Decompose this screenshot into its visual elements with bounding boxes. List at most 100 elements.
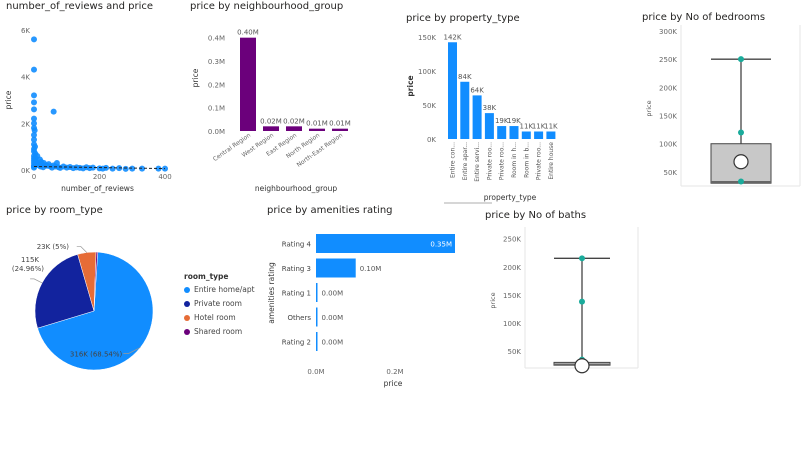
scatter-point <box>31 143 38 150</box>
scatter-point <box>31 115 37 122</box>
property-bar <box>521 131 531 139</box>
neighbourhood-ytick: 0.3M <box>208 58 225 66</box>
scatter-point <box>89 164 96 171</box>
property-ytick: 100K <box>418 68 436 76</box>
property-tile[interactable]: price by property_type 0K 50K 100K 150K pric… <box>400 0 585 205</box>
scatter-point <box>31 99 37 106</box>
baths-tile[interactable]: price by No of baths 50K 100K 150K 200K 250K… <box>480 205 640 405</box>
property-data-label: 19K <box>495 117 509 125</box>
property-bar <box>484 113 494 139</box>
property-title: price by property_type <box>406 13 520 24</box>
neighbourhood-title: price by neighbourhood_group <box>190 1 344 12</box>
property-ylabel: price <box>406 75 415 96</box>
roomtype-tile[interactable]: price by room_type 316K (68.54%) 115K (24.… <box>0 200 260 400</box>
neighbourhood-ylabel: price <box>191 68 200 87</box>
bedrooms-ytick: 50K <box>664 169 678 177</box>
legend-item[interactable]: Entire home/apt <box>184 285 255 294</box>
neighbourhood-bar-chart[interactable]: 0.0M 0.1M 0.2M 0.3M 0.4M price 0.40M Central Re… <box>188 0 388 200</box>
bedrooms-ytick: 200K <box>659 84 677 92</box>
roomtype-pie-chart[interactable]: 316K (68.54%) 115K(24.96%) 23K (5%) <box>0 200 260 400</box>
property-data-label: 64K <box>470 86 484 94</box>
legend-item[interactable]: Private room <box>184 299 255 308</box>
property-bar <box>448 42 457 140</box>
property-xtick: Entire servi... <box>474 142 481 182</box>
pie-label: (24.96%) <box>12 265 44 273</box>
scatter-ytick: 4K <box>21 74 30 82</box>
property-bar-chart[interactable]: 0K 50K 100K 150K price 142K Entire con... 84K En… <box>400 0 585 205</box>
amenities-bar-chart[interactable]: Rating 4 0.35M Rating 3 0.10M Rating 1 0.00M O… <box>262 200 472 400</box>
neighbourhood-ytick: 0.0M <box>208 128 225 136</box>
property-ytick: 150K <box>418 34 436 42</box>
baths-box-plot[interactable]: 50K 100K 150K 200K 250K price <box>480 205 640 405</box>
amenities-data-label: 0.00M <box>322 290 344 298</box>
property-bar <box>509 126 519 139</box>
scatter-point <box>122 165 129 172</box>
scatter-ytick: 0K <box>21 167 30 175</box>
scatter-xtick: 200 <box>93 173 106 181</box>
scatter-trend-line <box>33 166 166 170</box>
amenities-xtick: 0.2M <box>386 368 403 376</box>
bedrooms-ytick: 250K <box>659 56 677 64</box>
amenities-ytick: Rating 3 <box>282 265 311 273</box>
roomtype-legend-title: room_type <box>184 272 229 281</box>
amenities-ylabel: amenities rating <box>267 262 276 324</box>
property-bar <box>534 131 544 139</box>
neighbourhood-bar <box>309 128 325 131</box>
amenities-bar <box>316 332 318 351</box>
neighbourhood-bar <box>286 126 302 131</box>
scatter-point <box>31 92 37 99</box>
pie-label: 115K <box>21 256 39 264</box>
bedrooms-ylabel: price <box>645 100 653 116</box>
amenities-title: price by amenities rating <box>267 205 393 216</box>
scatter-point <box>139 165 146 172</box>
neighbourhood-xtick: Central Region <box>212 132 252 163</box>
bedrooms-title: price by No of bedrooms <box>642 12 766 23</box>
scatter-xtick: 400 <box>158 173 171 181</box>
property-data-label: 11K <box>544 123 558 131</box>
baths-point <box>579 255 585 262</box>
pie-slice <box>34 254 95 329</box>
scatter-ytick: 6K <box>21 27 30 35</box>
neighbourhood-bar <box>240 37 256 131</box>
pie-leader-line <box>76 246 87 253</box>
scatter-point <box>155 165 162 172</box>
scatter-point <box>31 66 37 73</box>
amenities-xtick: 0.0M <box>307 368 324 376</box>
property-data-label: 84K <box>458 73 472 81</box>
property-xtick: Room in b... <box>523 142 530 178</box>
bedrooms-ytick: 150K <box>659 113 677 121</box>
scatter-tile[interactable]: number_of_reviews and price 0K 2K 4K 6K 0 200… <box>0 0 185 200</box>
neighbourhood-data-label: 0.02M <box>283 117 305 125</box>
neighbourhood-tile[interactable]: price by neighbourhood_group 0.0M 0.1M 0.2… <box>188 0 388 200</box>
legend-item[interactable]: Shared room <box>184 327 255 336</box>
scatter-point <box>50 108 57 115</box>
property-xtick: Room in h... <box>511 142 518 178</box>
property-ytick: 0K <box>427 136 436 144</box>
property-xtick: Private roo... <box>499 142 506 180</box>
scatter-point <box>31 132 37 138</box>
amenities-bar <box>316 234 455 253</box>
property-bar <box>472 95 482 139</box>
property-xtick: Private roo... <box>486 142 493 180</box>
bedrooms-tile[interactable]: price by No of bedrooms 50K 100K 150K 200K 2… <box>640 0 808 205</box>
scatter-plot[interactable]: 0K 2K 4K 6K 0 200 400 price number_of_reviews <box>0 0 185 200</box>
amenities-tile[interactable]: price by amenities rating Rating 4 0.35M R… <box>262 200 472 400</box>
bedrooms-box-plot[interactable]: 50K 100K 150K 200K 250K 300K price <box>640 0 808 205</box>
bedrooms-point <box>738 178 744 185</box>
baths-ytick: 250K <box>503 236 521 244</box>
bedrooms-ytick: 100K <box>659 141 677 149</box>
neighbourhood-data-label: 0.02M <box>260 117 282 125</box>
property-bar <box>460 81 470 139</box>
property-xtick: Entire apar... <box>462 142 469 180</box>
legend-swatch <box>184 328 190 335</box>
baths-point <box>579 298 585 305</box>
bedrooms-point <box>738 129 744 136</box>
baths-ytick: 150K <box>503 292 521 300</box>
neighbourhood-ytick: 0.1M <box>208 105 225 113</box>
scatter-point <box>129 165 136 172</box>
legend-label: Hotel room <box>194 313 236 322</box>
legend-item[interactable]: Hotel room <box>184 313 255 322</box>
roomtype-legend: room_type Entire home/apt Private room Hot… <box>184 272 255 341</box>
legend-swatch <box>184 314 190 321</box>
neighbourhood-bar <box>332 128 348 131</box>
